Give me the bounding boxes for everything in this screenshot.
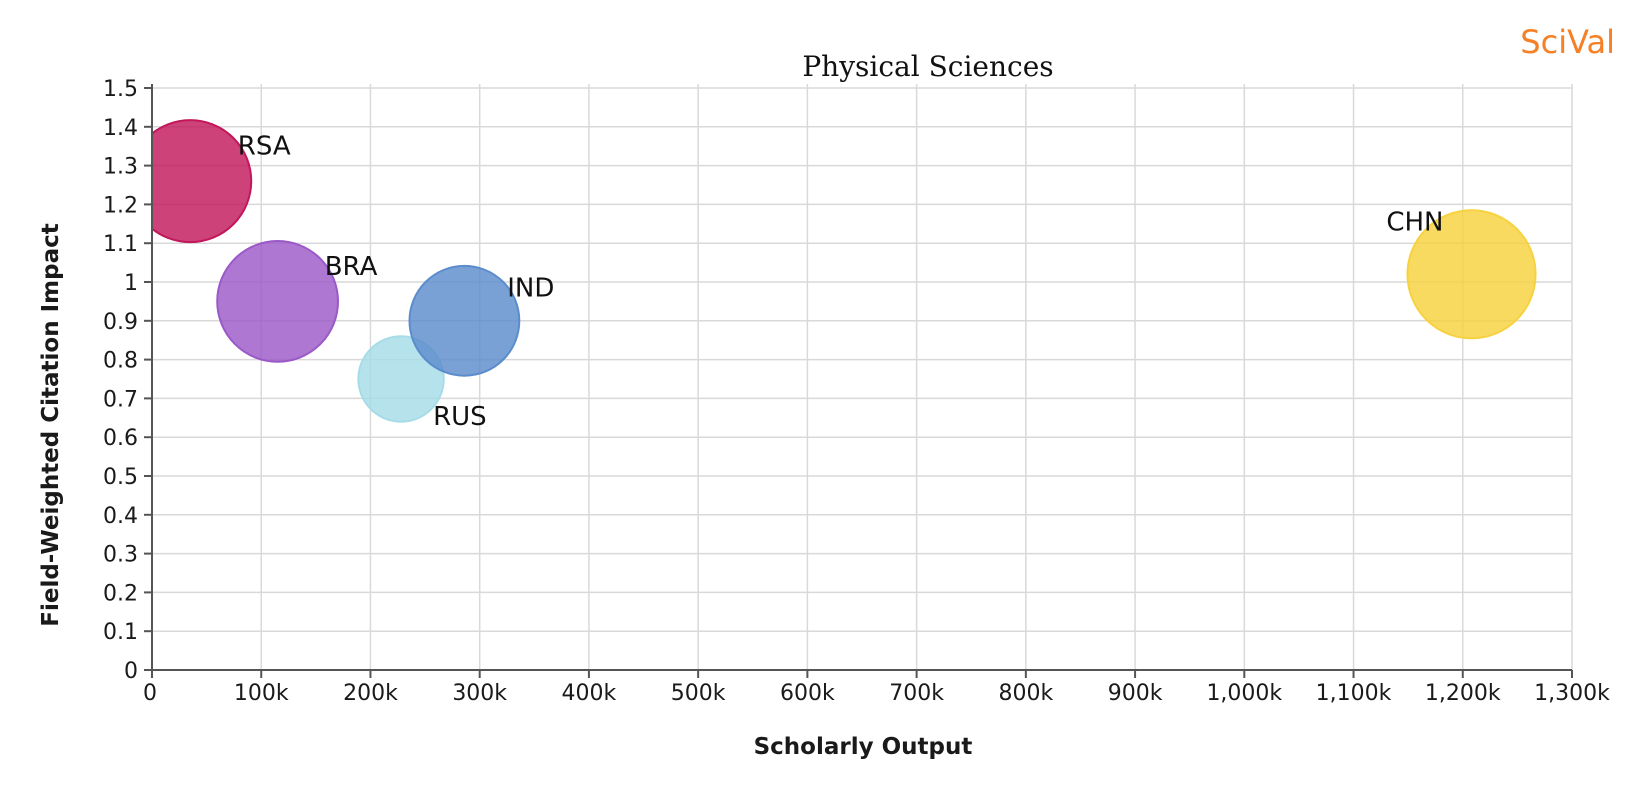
y-tick-label: 0.6 [103, 426, 138, 451]
bubble-label-bra: BRA [325, 252, 378, 282]
y-tick-label: 1.1 [103, 232, 138, 257]
bubble-label-ind: IND [507, 274, 554, 304]
y-tick-label: 1.2 [103, 193, 138, 218]
bubble-ind[interactable] [408, 264, 521, 377]
bubble-label-chn: CHN [1386, 208, 1443, 238]
grid [151, 84, 1573, 671]
x-axis-title: Scholarly Output [754, 734, 973, 760]
x-tick-label: 200k [343, 681, 398, 706]
axes: 0 100k 200k 300k 400k 500k 600k 700k 800k 900k 1,0… [103, 77, 1610, 706]
y-axis-title: Field-Weighted Citation Impact [38, 223, 64, 626]
x-tick-label: 300k [452, 681, 507, 706]
x-tick-label: 700k [889, 681, 944, 706]
y-tick-label: 1.3 [103, 155, 138, 180]
y-tick-label: 0.1 [103, 620, 138, 645]
bubble-label-rus: RUS [433, 402, 487, 432]
bubble-rsa[interactable] [129, 119, 253, 244]
y-tick-label: 1.5 [103, 77, 138, 102]
x-tick-label: 1,300k [1534, 681, 1610, 706]
x-tick-label: 100k [234, 681, 289, 706]
x-tick-label: 600k [780, 681, 835, 706]
y-tick-label: 0.4 [103, 504, 138, 529]
chart-title: Physical Sciences [802, 50, 1053, 83]
bubbles [129, 119, 1537, 423]
y-tick-label: 0 [124, 659, 138, 684]
bubble-bra[interactable] [216, 240, 340, 363]
y-tick-label: 0.8 [103, 349, 138, 374]
x-tick-label: 400k [562, 681, 617, 706]
y-tick-label: 0.7 [103, 387, 138, 412]
scival-logo: SciVal [1520, 23, 1615, 61]
y-tick-label: 0.9 [103, 310, 138, 335]
x-tick-label: 1,000k [1206, 681, 1282, 706]
x-tick-label: 900k [1108, 681, 1163, 706]
x-tick-label: 1,200k [1425, 681, 1501, 706]
x-tick-label: 0 [143, 681, 157, 706]
x-tick-label: 500k [671, 681, 726, 706]
y-tick-label: 0.3 [103, 543, 138, 568]
bubble-label-rsa: RSA [238, 131, 291, 161]
bubble-chn[interactable] [1406, 209, 1537, 340]
x-tick-label: 1,100k [1316, 681, 1392, 706]
y-tick-label: 1.4 [103, 116, 138, 141]
x-tick-label: 800k [998, 681, 1053, 706]
y-tick-label: 1 [124, 271, 138, 296]
y-tick-label: 0.2 [103, 581, 138, 606]
y-tick-label: 0.5 [103, 465, 138, 490]
bubble-labels: RSA BRA RUS IND CHN [238, 131, 1444, 432]
